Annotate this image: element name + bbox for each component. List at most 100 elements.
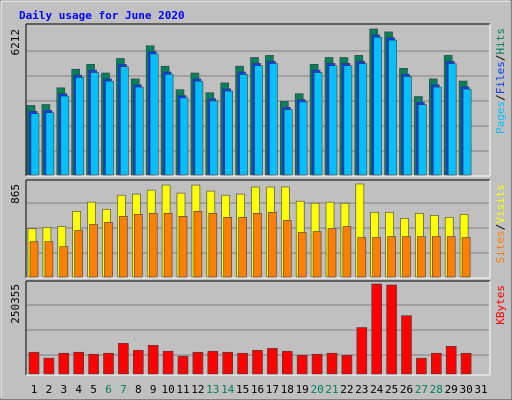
bar — [326, 352, 338, 375]
bar — [298, 101, 308, 176]
x-tick-label: 10 — [161, 383, 174, 396]
bar — [252, 349, 263, 375]
bar — [447, 63, 457, 176]
bar — [119, 216, 128, 278]
bar — [223, 217, 232, 278]
bar — [417, 236, 426, 278]
bar — [462, 88, 472, 176]
x-tick-label: 13 — [206, 383, 219, 396]
legend-separator: / — [494, 55, 507, 62]
bar — [281, 350, 293, 375]
bar — [311, 353, 323, 375]
bar — [342, 226, 352, 278]
bar — [30, 113, 40, 176]
bar — [341, 354, 353, 375]
bar — [149, 53, 159, 176]
bar — [60, 95, 70, 176]
bar — [343, 65, 353, 176]
x-tick-label: 27 — [415, 383, 428, 396]
bar — [388, 39, 397, 176]
bar — [313, 72, 323, 176]
x-tick-label: 14 — [221, 383, 235, 396]
bar — [178, 216, 188, 278]
bar — [44, 241, 54, 278]
legend-entry: Visits — [494, 184, 507, 224]
legend: KBytes — [494, 285, 507, 325]
bar — [177, 355, 189, 375]
bar — [73, 351, 84, 375]
bar — [358, 63, 368, 176]
x-tick-label: 20 — [310, 383, 323, 396]
bar — [105, 80, 114, 176]
x-tick-label: 2 — [46, 383, 53, 396]
bar — [134, 214, 143, 278]
x-tick-label: 16 — [251, 383, 264, 396]
bar — [328, 65, 338, 176]
legend-separator: / — [494, 94, 507, 101]
x-tick-label: 12 — [191, 383, 204, 396]
x-tick-label: 8 — [135, 383, 142, 396]
bar — [237, 352, 248, 375]
y-tick-label: 865 — [9, 184, 22, 204]
bar — [222, 351, 233, 375]
x-tick-label: 31 — [474, 383, 487, 396]
x-tick-label: 19 — [296, 383, 309, 396]
bar — [224, 90, 233, 176]
bar — [90, 72, 99, 176]
bar — [445, 346, 457, 375]
x-tick-label: 9 — [150, 383, 157, 396]
bar — [402, 236, 411, 278]
legend-entry: Hits — [494, 28, 507, 55]
legend-entry: Files — [494, 61, 507, 94]
bar — [283, 109, 293, 176]
bar — [120, 66, 129, 176]
bar — [356, 327, 368, 375]
legend-entry: Pages — [494, 101, 507, 134]
bar — [58, 352, 70, 375]
bar — [268, 211, 277, 278]
x-tick-label: 22 — [340, 383, 353, 396]
bar — [461, 237, 471, 278]
x-tick-label: 1 — [31, 383, 38, 396]
bar — [238, 217, 247, 278]
bar — [418, 104, 427, 176]
x-tick-label: 25 — [385, 383, 398, 396]
bar — [432, 86, 442, 176]
x-tick-label: 26 — [400, 383, 413, 396]
x-tick-label: 30 — [459, 383, 472, 396]
bar — [118, 343, 129, 375]
legend-entry: Sites — [494, 230, 507, 263]
y-tick-label: 6212 — [9, 29, 22, 56]
bar — [208, 213, 218, 278]
legend-separator: / — [494, 224, 507, 231]
legend: Pages/Files/Hits — [494, 28, 507, 134]
bar — [209, 100, 219, 176]
x-tick-label: 29 — [445, 383, 458, 396]
legend: Sites/Visits — [494, 184, 507, 264]
bar — [387, 236, 396, 278]
bar — [416, 357, 427, 375]
x-tick-label: 4 — [75, 383, 82, 396]
chart-title: Daily usage for June 2020 — [19, 9, 185, 22]
bar — [192, 351, 204, 375]
bar — [373, 36, 383, 176]
bar — [312, 231, 322, 278]
bar — [430, 352, 442, 375]
bar — [401, 315, 412, 375]
bar — [372, 237, 382, 278]
bar — [460, 352, 472, 375]
bar — [133, 349, 144, 375]
x-tick-label: 23 — [355, 383, 368, 396]
bar — [59, 246, 69, 278]
bar — [163, 213, 173, 278]
x-tick-label: 24 — [370, 383, 384, 396]
bar — [371, 283, 383, 375]
bar — [45, 112, 55, 176]
bar — [193, 211, 203, 278]
bar — [327, 228, 337, 278]
x-tick-label: 5 — [90, 383, 97, 396]
x-tick-label: 18 — [281, 383, 294, 396]
bar — [147, 345, 159, 375]
bar — [162, 350, 174, 375]
